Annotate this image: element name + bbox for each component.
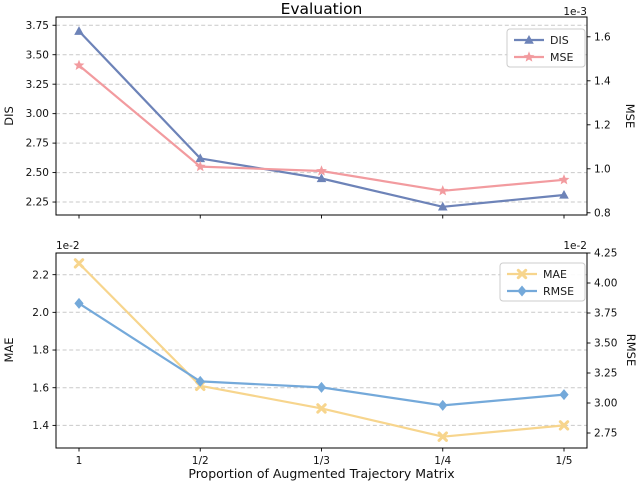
- y-tick-label: 1.0: [594, 163, 611, 175]
- data-point-dis-3: [437, 201, 448, 211]
- top-left-axis-label: DIS: [2, 106, 16, 126]
- bottom-left-offset-label: 1e-2: [56, 240, 80, 252]
- top-right-offset-label: 1e-3: [563, 6, 587, 18]
- y-tick-label: 1.4: [594, 75, 611, 87]
- x-tick-label: 1/5: [556, 455, 573, 467]
- data-point-mse-1: [194, 160, 206, 172]
- y-tick-label: 3.75: [594, 308, 617, 320]
- data-point-mse-2: [316, 165, 327, 176]
- bottom-right-axis-label: RMSE: [624, 333, 638, 367]
- bottom-right-offset-label: 1e-2: [563, 240, 587, 252]
- y-tick-label: 3.75: [26, 20, 49, 32]
- y-tick-label: 3.25: [26, 79, 49, 91]
- y-tick-label: 2.0: [32, 307, 49, 319]
- y-tick-label: 1.6: [32, 382, 49, 394]
- legend-label: DIS: [550, 34, 569, 47]
- data-point-mse-3: [437, 185, 449, 196]
- data-point-mae-0: [73, 258, 85, 269]
- chart-title: Evaluation: [280, 0, 363, 18]
- data-point-dis-0: [74, 26, 84, 35]
- legend-marker-rmse: [517, 285, 527, 297]
- y-tick-label: 2.25: [26, 197, 49, 209]
- legend-marker-mse: [523, 51, 535, 62]
- data-point-dis-1: [195, 153, 206, 163]
- y-tick-label: 4.00: [594, 278, 617, 290]
- data-point-dis-2: [316, 173, 327, 183]
- legend-label: MAE: [543, 268, 567, 281]
- data-point-mae-2: [316, 403, 327, 414]
- legend-label: RMSE: [543, 285, 574, 298]
- y-tick-label: 3.00: [26, 108, 49, 120]
- x-tick-label: 1: [76, 455, 83, 467]
- y-tick-label: 3.25: [594, 368, 617, 380]
- data-point-mse-0: [73, 59, 85, 71]
- bottom-left-axis-label: MAE: [2, 337, 16, 363]
- y-tick-label: 1.6: [594, 31, 611, 43]
- x-tick-label: 1/2: [192, 455, 209, 467]
- y-tick-label: 3.50: [594, 338, 617, 350]
- y-tick-label: 1.2: [594, 119, 611, 131]
- x-tick-label: 1/4: [434, 455, 451, 467]
- y-tick-label: 3.00: [594, 398, 617, 410]
- legend-marker-mae: [516, 268, 528, 280]
- y-tick-label: 3.50: [26, 49, 49, 61]
- x-tick-label: 1/3: [313, 455, 330, 467]
- data-point-mse-4: [558, 174, 570, 185]
- data-point-rmse-3: [438, 399, 448, 411]
- legend-label: MSE: [550, 51, 573, 64]
- data-point-rmse-2: [316, 381, 327, 393]
- data-point-mae-3: [437, 431, 448, 442]
- y-tick-label: 1.8: [32, 345, 49, 357]
- y-tick-label: 1.4: [32, 420, 49, 432]
- y-tick-label: 2.50: [26, 167, 49, 179]
- legend-marker-dis: [524, 35, 534, 44]
- x-axis-label: Proportion of Augmented Trajectory Matri…: [188, 466, 455, 481]
- y-tick-label: 2.2: [32, 269, 49, 281]
- data-point-rmse-4: [559, 389, 569, 401]
- y-tick-label: 0.8: [594, 207, 611, 219]
- data-point-rmse-0: [74, 297, 84, 309]
- data-point-mae-4: [558, 420, 570, 431]
- y-tick-label: 2.75: [594, 428, 617, 440]
- y-tick-label: 4.25: [594, 248, 617, 260]
- y-tick-label: 2.75: [26, 138, 49, 150]
- data-point-rmse-1: [195, 375, 205, 387]
- top-right-axis-label: MSE: [623, 103, 637, 129]
- data-point-dis-4: [559, 189, 569, 199]
